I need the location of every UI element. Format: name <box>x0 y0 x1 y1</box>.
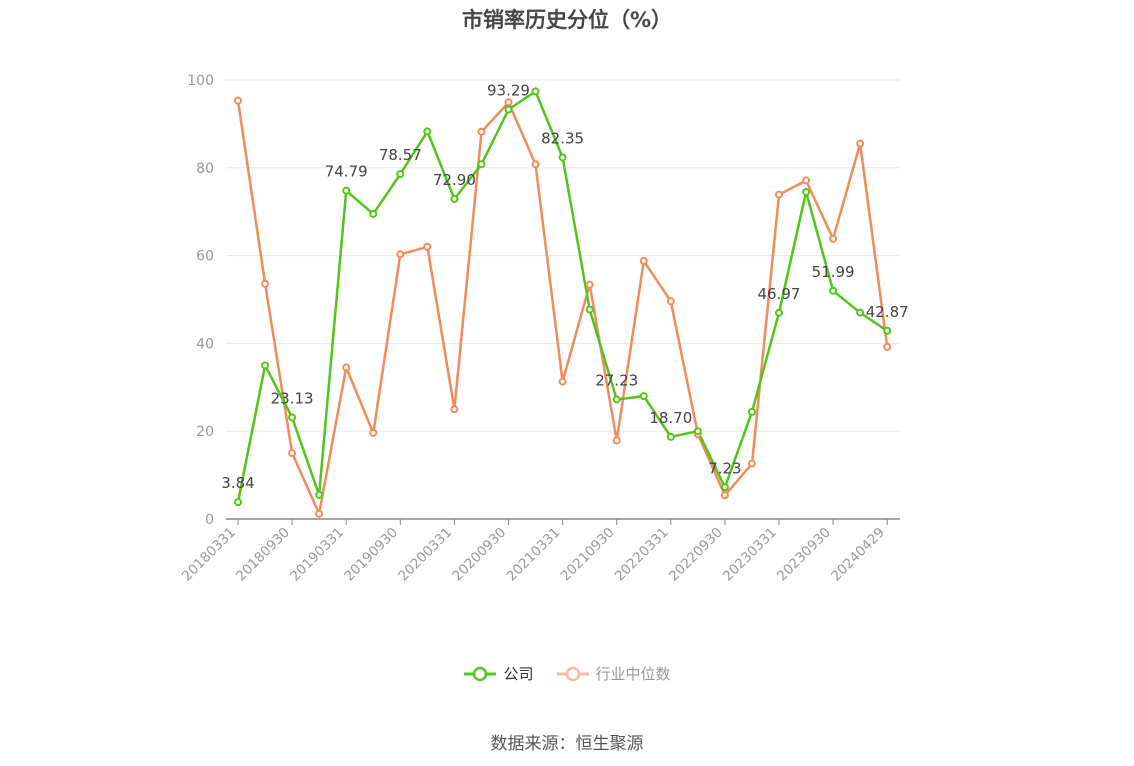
x-axis: 2018033120180930201903312019093020200331… <box>179 518 900 585</box>
x-tick-label: 20200930 <box>449 525 509 585</box>
y-tick-label: 80 <box>196 161 214 177</box>
x-tick-label: 20180930 <box>233 525 293 585</box>
data-label-company: 3.84 <box>221 474 254 492</box>
x-tick-label: 20240429 <box>828 525 888 585</box>
point-company <box>666 432 675 441</box>
point-industry <box>666 297 675 306</box>
point-industry <box>504 98 513 107</box>
x-tick-label: 20200331 <box>395 525 455 585</box>
point-company <box>369 209 378 218</box>
point-company <box>288 413 297 422</box>
point-industry <box>829 234 838 243</box>
x-tick-label: 20220930 <box>666 525 726 585</box>
point-industry <box>423 242 432 251</box>
point-company <box>802 187 811 196</box>
data-label-company: 51.99 <box>812 263 855 281</box>
point-company <box>531 87 540 96</box>
point-company <box>477 160 486 169</box>
y-tick-label: 100 <box>187 73 214 89</box>
data-label-company: 42.87 <box>866 303 909 321</box>
point-company <box>856 308 865 317</box>
data-label-company: 78.57 <box>379 146 422 164</box>
x-tick-label: 20180331 <box>179 525 239 585</box>
x-tick-label: 20220331 <box>612 525 672 585</box>
point-industry <box>396 250 405 259</box>
data-label-company: 7.23 <box>708 459 741 477</box>
point-company <box>234 498 242 507</box>
data-label-company: 46.97 <box>758 285 801 303</box>
point-industry <box>261 279 270 288</box>
y-tick-label: 60 <box>196 249 214 265</box>
x-tick-label: 20210930 <box>558 525 618 585</box>
legend-marker-company <box>464 666 497 681</box>
x-tick-label: 20230930 <box>774 525 834 585</box>
point-company <box>558 153 567 162</box>
point-company <box>693 427 702 436</box>
data-label-company: 74.79 <box>325 163 368 181</box>
point-industry <box>747 459 756 468</box>
legend: 公司 行业中位数 <box>0 663 1134 684</box>
point-industry <box>558 377 567 386</box>
point-company <box>342 186 351 195</box>
point-company <box>747 407 756 416</box>
data-labels: 3.84 23.13 74.79 78.57 72.90 93.29 82.35 27.23 1… <box>221 81 908 492</box>
point-industry <box>883 342 892 351</box>
x-tick-label: 20190331 <box>287 525 347 585</box>
point-company <box>585 305 594 314</box>
data-label-company: 27.23 <box>595 371 638 389</box>
y-tick-label: 40 <box>196 336 214 352</box>
point-company <box>315 490 324 499</box>
point-industry <box>342 363 351 372</box>
data-label-company: 93.29 <box>487 81 530 99</box>
point-company <box>639 392 648 401</box>
data-source: 数据来源：恒生聚源 <box>490 734 644 754</box>
y-axis-labels: 0 20 40 60 80 100 <box>187 73 214 528</box>
grid-lines <box>226 79 900 432</box>
point-industry <box>802 176 811 185</box>
point-company <box>775 308 783 317</box>
point-company <box>883 326 892 335</box>
data-label-company: 18.70 <box>649 409 692 427</box>
point-industry <box>450 405 459 414</box>
point-industry <box>369 428 378 437</box>
point-company <box>396 170 405 179</box>
data-label-company: 82.35 <box>541 129 584 147</box>
legend-item-industry[interactable]: 行业中位数 <box>556 663 671 684</box>
x-tick-label: 20190930 <box>341 525 401 585</box>
point-industry <box>585 280 594 289</box>
legend-marker-industry <box>556 666 589 681</box>
point-industry <box>315 509 324 518</box>
data-label-company: 72.90 <box>433 171 476 189</box>
point-industry <box>775 190 783 199</box>
point-industry <box>720 491 729 500</box>
point-industry <box>288 449 297 458</box>
point-industry <box>639 256 648 265</box>
x-tick-label: 20210331 <box>504 525 564 585</box>
y-tick-label: 0 <box>205 512 214 528</box>
point-industry <box>856 139 865 148</box>
point-company <box>450 194 459 203</box>
series-points <box>234 87 892 518</box>
legend-label-company: 公司 <box>503 665 534 683</box>
line-chart: 0 20 40 60 80 100 201803312018093020190331201… <box>179 73 909 585</box>
point-company <box>829 286 838 295</box>
x-tick-label: 20230331 <box>720 525 780 585</box>
chart-title: 市销率历史分位（%） <box>461 8 673 32</box>
point-industry <box>234 96 242 105</box>
point-industry <box>477 127 486 136</box>
point-company <box>612 395 621 404</box>
point-industry <box>531 160 540 169</box>
point-company <box>423 127 432 136</box>
data-label-company: 23.13 <box>271 389 314 407</box>
legend-label-industry: 行业中位数 <box>595 665 671 683</box>
point-industry <box>612 436 621 445</box>
legend-item-company[interactable]: 公司 <box>463 663 534 684</box>
point-company <box>720 483 729 492</box>
point-company <box>504 105 513 114</box>
y-tick-label: 20 <box>196 424 214 440</box>
point-company <box>261 361 270 370</box>
